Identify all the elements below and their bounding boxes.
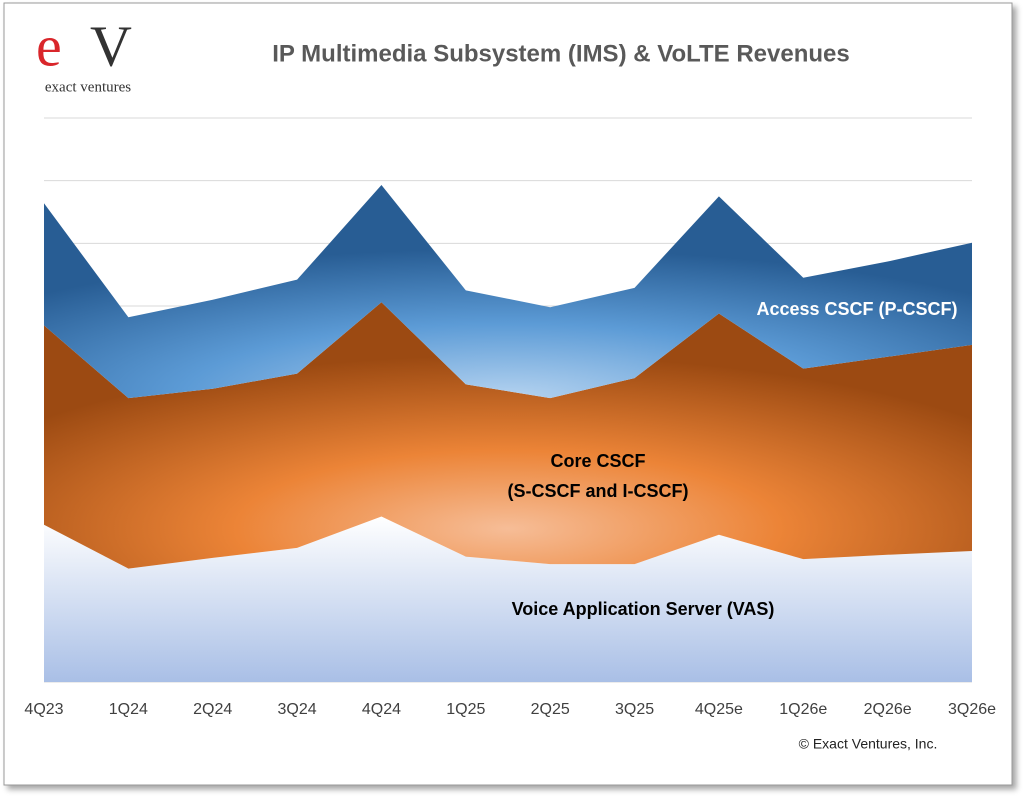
x-tick-label: 3Q26e — [948, 701, 996, 718]
area-label: Access CSCF (P-CSCF) — [756, 299, 957, 319]
x-tick-label: 3Q24 — [278, 701, 317, 718]
logo-v: V — [90, 13, 132, 78]
brand: exact ventures — [45, 79, 131, 95]
chart-title: IP Multimedia Subsystem (IMS) & VoLTE Re… — [272, 40, 849, 67]
area-label: Core CSCF — [550, 451, 645, 471]
x-tick-label: 2Q24 — [193, 701, 232, 718]
area — [44, 516, 972, 682]
area-label: Voice Application Server (VAS) — [512, 599, 775, 619]
x-tick-label: 1Q26e — [779, 701, 827, 718]
x-tick-label: 2Q25 — [531, 701, 570, 718]
area — [44, 302, 972, 569]
x-tick-label: 1Q25 — [446, 701, 485, 718]
x-tick-label: 3Q25 — [615, 701, 654, 718]
x-tick-label: 1Q24 — [109, 701, 148, 718]
area-label: (S-CSCF and I-CSCF) — [508, 481, 689, 501]
x-tick-label: 4Q24 — [362, 701, 401, 718]
x-tick-label: 4Q25e — [695, 701, 743, 718]
area — [44, 185, 972, 399]
plot-area — [44, 117, 972, 683]
logo-e: e — [36, 13, 62, 78]
x-tick-label: 2Q26e — [864, 701, 912, 718]
source: © Exact Ventures, Inc. — [799, 736, 938, 752]
x-tick-label: 4Q23 — [24, 701, 63, 718]
